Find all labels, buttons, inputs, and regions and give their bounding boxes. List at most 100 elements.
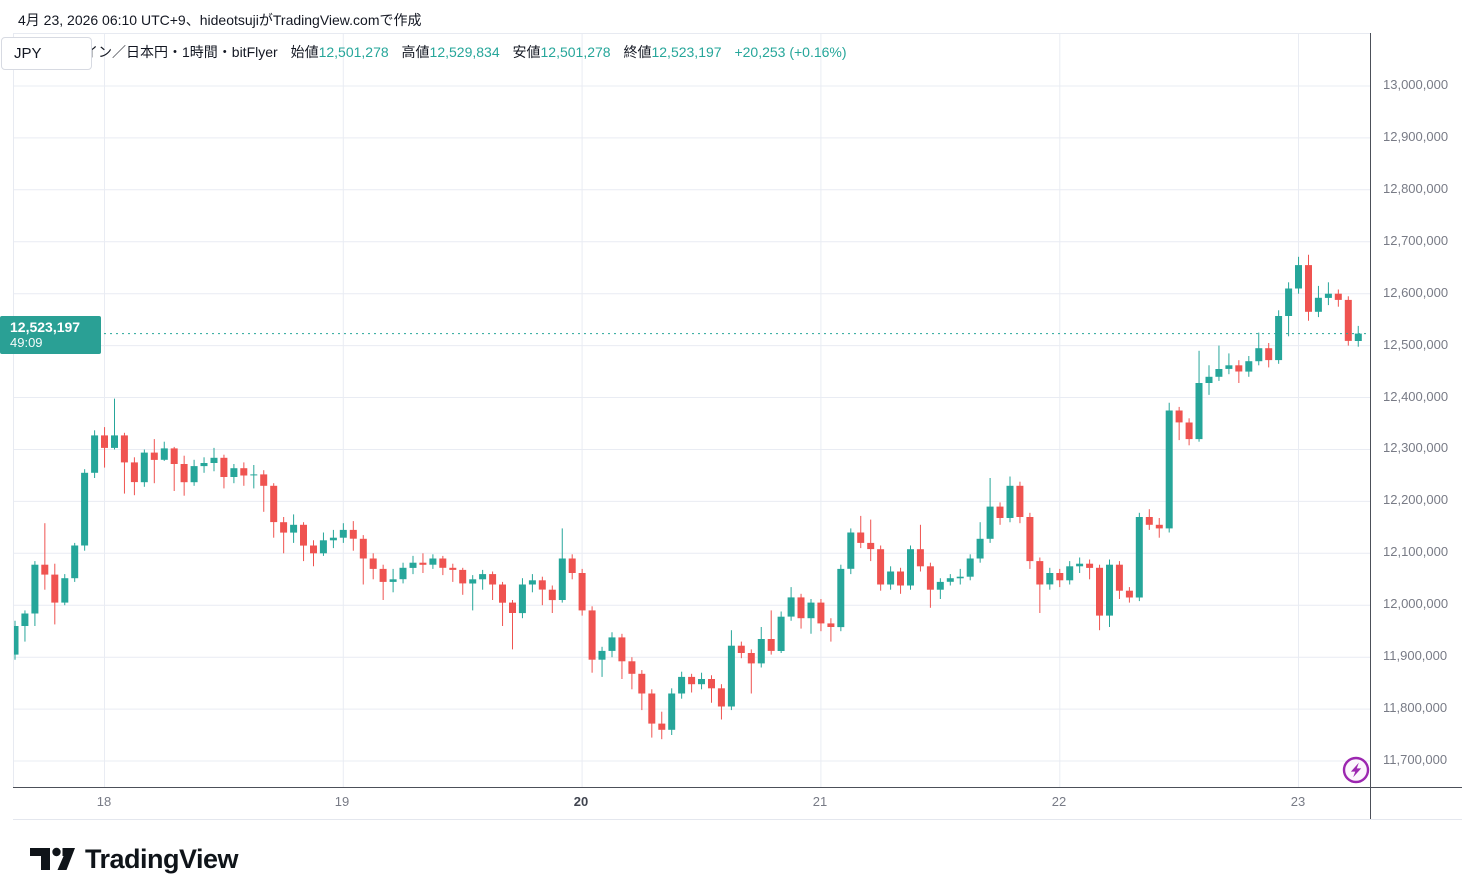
time-axis-separator (13, 787, 1462, 788)
candle-body (807, 602, 815, 619)
candle-body (548, 589, 556, 601)
candle-body (120, 435, 128, 463)
candle-body (61, 578, 69, 603)
candle-body (369, 558, 377, 569)
candle-body (260, 474, 268, 486)
price-tick-label: 13,000,000 (1383, 77, 1449, 92)
candle-body (319, 540, 327, 554)
candle-body (1285, 288, 1293, 316)
candle-body (379, 568, 387, 582)
close-value: 終値12,523,197 (623, 44, 722, 60)
change-value: +20,253 (+0.16%) (734, 44, 847, 60)
time-tick-label: 22 (1051, 794, 1067, 809)
candle-body (867, 542, 875, 550)
candle-body (1314, 297, 1322, 312)
tradingview-logo[interactable]: TradingView (30, 841, 239, 877)
candle-body (986, 506, 994, 539)
candle-body (81, 472, 89, 546)
candle-body (509, 602, 516, 613)
price-tick-label: 12,000,000 (1383, 596, 1449, 611)
candle-body (956, 576, 964, 579)
candle-body (399, 567, 407, 580)
candle-body (588, 610, 596, 660)
candle-body (648, 693, 656, 724)
candle-body (698, 679, 705, 685)
candle-body (907, 549, 914, 586)
price-tick-label: 12,500,000 (1383, 337, 1449, 352)
price-axis-separator (1370, 33, 1371, 820)
candle-body (101, 435, 108, 448)
candle-body (1205, 376, 1213, 383)
candle-body (658, 723, 666, 730)
candle-body (847, 532, 855, 569)
candle-body (1265, 348, 1273, 361)
candle-body (1185, 422, 1193, 440)
candle-body (349, 529, 357, 539)
candle-body (409, 562, 417, 568)
candle-body (797, 597, 805, 619)
price-tick-label: 12,400,000 (1383, 389, 1449, 404)
candle-body (1334, 293, 1342, 300)
high-value: 高値12,529,834 (401, 44, 500, 60)
candle-body (479, 574, 487, 580)
candle-body (359, 538, 367, 559)
price-tick-label: 12,100,000 (1383, 544, 1449, 559)
candle-body (1195, 383, 1203, 440)
time-axis[interactable]: 18 19 20 21 22 23 (13, 788, 1370, 819)
candle-body (618, 637, 626, 662)
candle-body (708, 679, 715, 689)
candle-body (598, 650, 606, 660)
price-tick-label: 11,800,000 (1383, 700, 1448, 715)
price-axis[interactable]: 13,000,000 12,900,000 12,800,000 12,700,000… (1371, 0, 1479, 830)
candle-body (946, 578, 954, 582)
candle-body (1145, 517, 1153, 525)
candle-body (1006, 485, 1014, 518)
candle-body (190, 466, 198, 483)
candle-body (817, 602, 825, 624)
candle-body (1016, 485, 1024, 517)
time-tick-label: 23 (1290, 794, 1306, 809)
candle-body (300, 524, 307, 546)
candle-body (767, 639, 775, 651)
last-price-value: 12,523,197 (10, 319, 81, 335)
candle-body (250, 474, 258, 476)
candle-body (180, 464, 188, 483)
candle-body (668, 693, 676, 730)
candle-body (91, 435, 99, 473)
lightning-button[interactable] (1342, 756, 1370, 784)
candle-body (449, 567, 457, 570)
candle-body (499, 584, 506, 603)
chart-plot-area[interactable]: ビットコイン／日本円・1時間・bitFlyer 始値12,501,278 高値1… (13, 33, 1371, 788)
candle-body (210, 457, 218, 463)
candle-body (240, 468, 248, 476)
candle-body (1225, 365, 1233, 369)
candlestick-chart[interactable] (14, 34, 1371, 788)
price-tick-label: 12,800,000 (1383, 181, 1449, 196)
price-tick-label: 12,700,000 (1383, 233, 1449, 248)
time-tick-label: 20 (573, 794, 589, 809)
candle-body (558, 558, 566, 600)
currency-button[interactable]: JPY (1, 37, 92, 70)
candle-body (459, 569, 467, 584)
axis-bottom-edge (13, 819, 1462, 820)
candle-body (310, 545, 317, 554)
candle-body (280, 522, 288, 533)
candle-body (688, 676, 696, 685)
candle-body (1125, 590, 1133, 598)
candle-body (1215, 369, 1223, 377)
candle-body (1165, 410, 1173, 529)
candle-body (678, 676, 686, 694)
candle-body (31, 564, 39, 614)
candle-body (429, 558, 437, 565)
price-tick-label: 12,900,000 (1383, 129, 1449, 144)
attribution-text: 4月 23, 2026 06:10 UTC+9、hideotsujiがTradi… (18, 12, 422, 28)
candle-body (170, 448, 178, 464)
time-tick-label: 18 (96, 794, 112, 809)
candle-body (1354, 333, 1362, 341)
candle-body (1135, 517, 1143, 598)
candle-body (528, 580, 536, 585)
candle-body (976, 538, 984, 559)
candle-body (21, 613, 29, 626)
open-value: 始値12,501,278 (290, 44, 389, 60)
